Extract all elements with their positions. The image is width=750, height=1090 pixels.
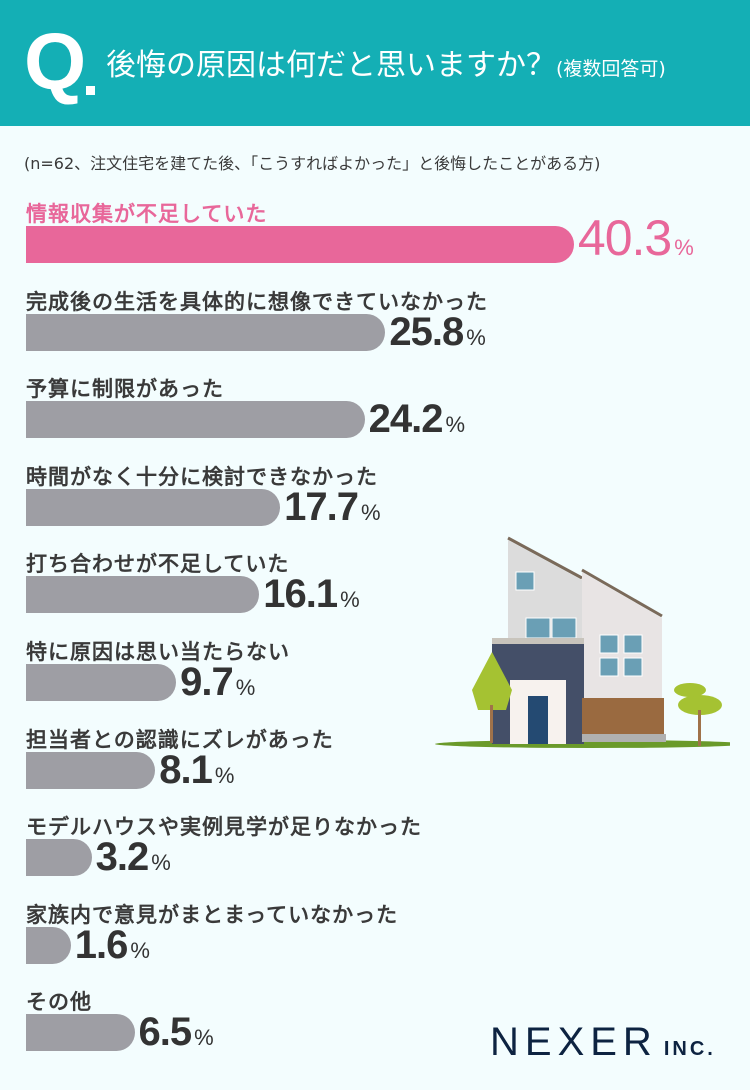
category-label: 情報収集が不足していた <box>26 202 268 226</box>
bar <box>26 313 386 351</box>
unit: % <box>674 235 694 260</box>
sample-note: (n=62、注文住宅を建てた後、「こうすればよかった」と後悔したことがある方) <box>24 154 601 173</box>
bar <box>26 401 365 439</box>
bar <box>26 226 574 263</box>
bar-row: モデルハウスや実例見学が足りなかった 3.2% <box>26 813 746 893</box>
category-label: その他 <box>26 990 92 1015</box>
value-label: 40.3% <box>578 213 694 272</box>
value-number: 25.8 <box>389 309 464 354</box>
logo-sub: INC. <box>663 1038 716 1060</box>
bar-row: 情報収集が不足していた 40.3% <box>26 200 746 280</box>
bar-row: 時間がなく十分に検討できなかった 17.7% <box>26 463 746 543</box>
bar-row: 家族内で意見がまとまっていなかった 1.6% <box>26 901 746 981</box>
value-label: 25.8% <box>389 308 486 362</box>
q-mark: Q <box>24 17 87 106</box>
unit: % <box>194 1025 214 1051</box>
bar-row: 予算に制限があった 24.2% <box>26 375 746 455</box>
logo-main: NEXER <box>490 1020 658 1064</box>
value-number: 24.2 <box>368 397 444 442</box>
unit: % <box>235 675 256 700</box>
bar <box>26 751 156 789</box>
value-label: 9.7% <box>180 658 256 712</box>
bar <box>26 664 177 701</box>
value-label: 1.6% <box>74 921 150 975</box>
bar-row: 完成後の生活を具体的に想像できていなかった 25.8% <box>26 288 746 368</box>
category-label: 家族内で意見がまとまっていなかった <box>26 902 399 927</box>
unit: % <box>466 324 486 350</box>
bar <box>26 926 71 964</box>
category-label: 打ち合わせが不足していた <box>26 552 290 577</box>
value-label: 17.7% <box>284 483 381 537</box>
bar-row: 担当者との認識にズレがあった 8.1% <box>26 726 746 806</box>
value-number: 1.6 <box>74 922 129 967</box>
title-text: 後悔の原因は何だと思いますか？ <box>106 48 556 83</box>
unit: % <box>340 587 360 613</box>
unit: % <box>445 412 465 438</box>
category-label: 担当者との認識にズレがあった <box>26 727 334 752</box>
value-label: 16.1% <box>263 570 360 624</box>
question-title: 後悔の原因は何だと思いますか？(複数回答可) <box>106 46 666 89</box>
value-number: 6.5 <box>138 1010 193 1055</box>
bar-row: その他 6.5% <box>26 988 746 1068</box>
title-note: (複数回答可) <box>556 58 666 80</box>
unit: % <box>360 499 381 525</box>
value-label: 6.5% <box>138 1008 214 1062</box>
value-number: 16.1 <box>263 572 338 617</box>
value-number: 3.2 <box>95 835 150 880</box>
bar <box>26 839 92 877</box>
value-label: 8.1% <box>159 746 235 800</box>
value-number: 40.3 <box>577 210 672 266</box>
unit: % <box>130 937 150 963</box>
value-label: 3.2% <box>95 833 171 887</box>
nexer-logo: NEXER INC. <box>490 1020 716 1065</box>
category-label: 時間がなく十分に検討できなかった <box>26 464 378 489</box>
category-label: 特に原因は思い当たらない <box>26 640 290 664</box>
value-number: 8.1 <box>159 747 213 792</box>
header: Q 後悔の原因は何だと思いますか？(複数回答可) <box>0 0 750 126</box>
unit: % <box>214 762 235 788</box>
q-dot <box>86 86 95 95</box>
category-label: モデルハウスや実例見学が足りなかった <box>26 815 422 840</box>
bar <box>26 1014 135 1052</box>
unit: % <box>151 850 171 876</box>
category-label: 予算に制限があった <box>26 377 224 402</box>
bar <box>26 576 260 614</box>
value-number: 9.7 <box>180 660 234 704</box>
bar-row: 特に原因は思い当たらない 9.7% <box>26 638 746 718</box>
house-illustration <box>435 536 730 748</box>
bar <box>26 488 281 526</box>
value-number: 17.7 <box>284 484 359 529</box>
value-label: 24.2% <box>368 395 465 449</box>
bar-row: 打ち合わせが不足していた 16.1% <box>26 550 746 630</box>
category-label: 完成後の生活を具体的に想像できていなかった <box>26 289 488 314</box>
